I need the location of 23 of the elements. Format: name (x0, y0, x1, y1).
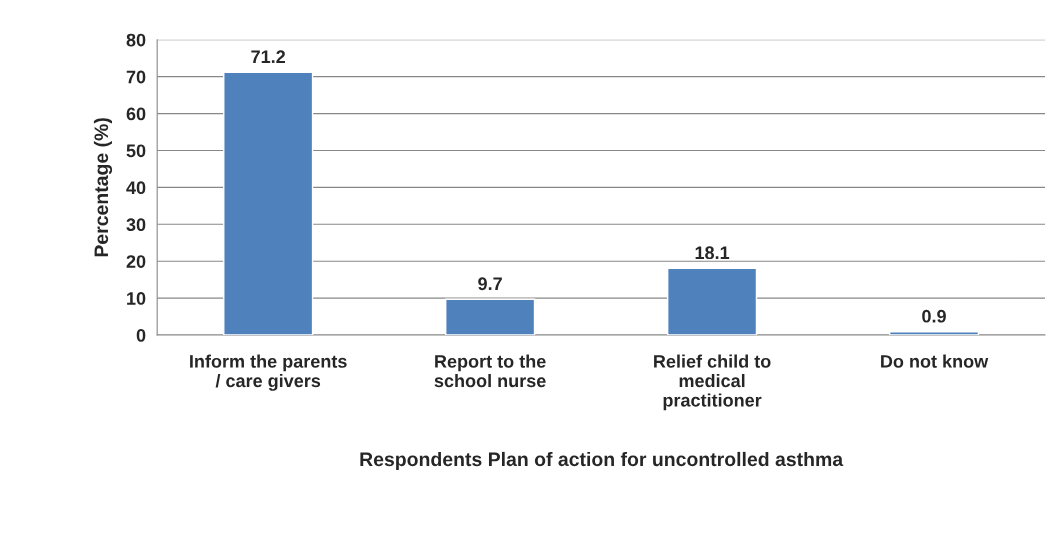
x-tick-label: Inform the parents / care givers (190, 354, 347, 391)
data-label: 18.1 (695, 246, 730, 260)
data-label: 71.2 (251, 50, 285, 63)
x-tick-label: Relief child to medical practitioner (654, 354, 771, 411)
data-label: 0.9 (922, 309, 946, 323)
data-label: 9.7 (478, 277, 502, 291)
y-tick-label: 30 (126, 218, 146, 232)
x-axis-title: Respondents Plan of action for uncontrolled asthma (360, 451, 844, 471)
y-tick-label: 10 (127, 292, 146, 305)
bar (666, 267, 758, 336)
y-tick-label: 40 (126, 181, 146, 195)
y-tick-label: 80 (126, 33, 146, 47)
x-tick-label: Do not know (881, 354, 989, 368)
y-tick-label: 60 (126, 107, 146, 121)
y-tick-label: 70 (126, 70, 146, 84)
y-tick-label: 20 (126, 255, 146, 268)
x-tick-label: Report to the school nurse (434, 354, 546, 388)
bar (888, 331, 980, 336)
bar (223, 71, 314, 336)
y-tick-label: 0 (136, 329, 146, 342)
y-axis-title: Percentage (%) (93, 118, 113, 257)
y-tick-label: 50 (126, 144, 146, 158)
bar (445, 298, 536, 336)
